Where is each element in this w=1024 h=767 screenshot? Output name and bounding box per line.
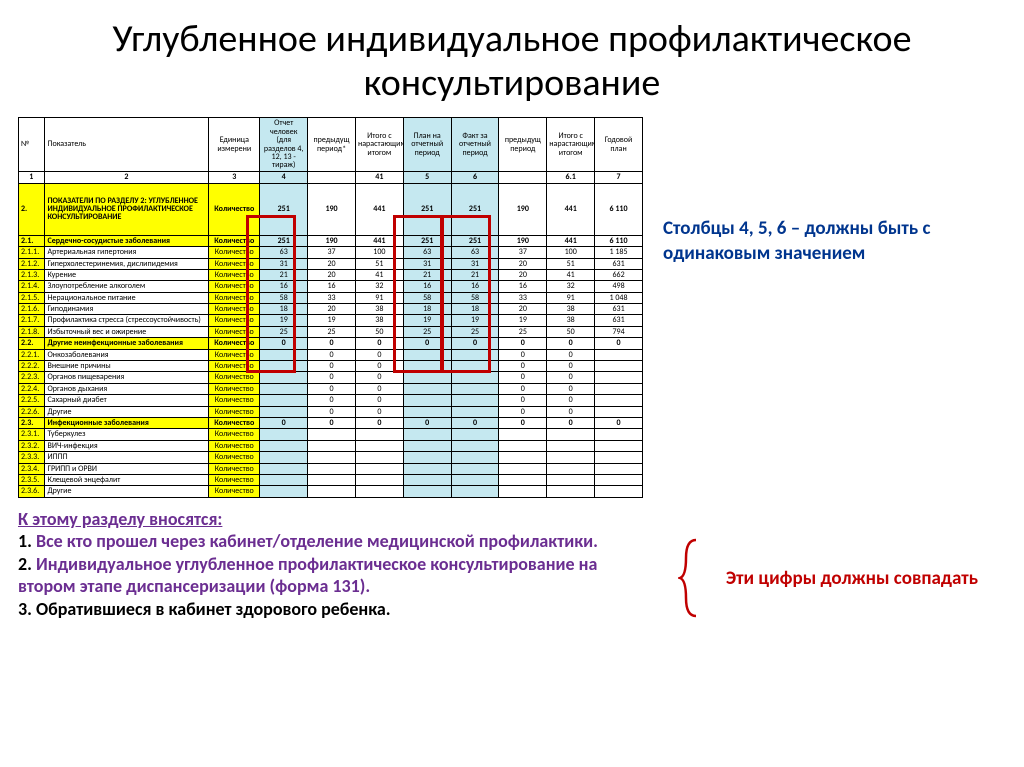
table-row: 2.2.6.ДругиеКоличество0000: [19, 406, 643, 417]
note-1: 1. Все кто прошел через кабинет/отделени…: [18, 530, 658, 553]
table-row: 2.1.4.Злоупотребление алкоголемКоличеств…: [19, 281, 643, 292]
table-row: 2.2.1.ОнкозаболеванияКоличество0000: [19, 349, 643, 360]
data-table: № Показатель Единица измерени Отчет чело…: [18, 117, 643, 497]
hdr-col41: Итого с нарастающим итогом: [355, 118, 403, 171]
hdr-col3: предыдущ период*: [308, 118, 356, 171]
hdr-col4: Отчет человек (для разделов 4, 12, 13 - …: [260, 118, 308, 171]
table-row: 2.3.4.ГРИПП и ОРВИКоличество: [19, 463, 643, 474]
table-row: 2.1.2.Гиперхолестеринемия, дислипидемияК…: [19, 258, 643, 269]
table-row: 2.2.5.Сахарный диабетКоличество0000: [19, 395, 643, 406]
table-row: 2.2.4.Органов дыханияКоличество0000: [19, 383, 643, 394]
row-2-2: 2.2. Другие неинфекционные заболевания К…: [19, 338, 643, 349]
note-2: 2. Индивидуальное углубленное профилакти…: [18, 553, 658, 598]
row-2-3: 2.3. Инфекционные заболевания Количество…: [19, 417, 643, 428]
table-row: 2.2.2.Внешние причиныКоличество0000: [19, 361, 643, 372]
hdr-col7: Годовой план: [595, 118, 643, 171]
right-note-text: Эти цифры должны совпадать: [726, 567, 978, 592]
table-row: 2.3.3.ИПППКоличество: [19, 452, 643, 463]
side-annotation: Столбцы 4, 5, 6 – должны быть с одинаков…: [663, 117, 1006, 266]
hdr-unit: Единица измерени: [209, 118, 260, 171]
hdr-col6: Факт за отчетный период: [451, 118, 499, 171]
main-content: № Показатель Единица измерени Отчет чело…: [0, 117, 1024, 497]
notes-block: К этому разделу вносятся: 1. Все кто про…: [18, 508, 658, 621]
hdr-col5: План на отчетный период: [403, 118, 451, 171]
hdr-col61: Итого с нарастающим итогом: [547, 118, 595, 171]
section-2: 2. ПОКАЗАТЕЛИ ПО РАЗДЕЛУ 2: УГЛУБЛЕННОЕ …: [19, 183, 643, 235]
notes-heading: К этому разделу вносятся:: [18, 508, 658, 531]
table-row: 2.3.2.ВИЧ-инфекцияКоличество: [19, 440, 643, 451]
number-row: 1 2 3 4 41 5 6 6.1 7: [19, 171, 643, 183]
hdr-indicator: Показатель: [44, 118, 209, 171]
table-row: 2.1.7.Профилактика стресса (стрессоустой…: [19, 315, 643, 326]
hdr-num: №: [19, 118, 45, 171]
header-row: № Показатель Единица измерени Отчет чело…: [19, 118, 643, 171]
table-row: 2.3.6.ДругиеКоличество: [19, 486, 643, 497]
table-row: 2.1.5.Нерациональное питаниеКоличество58…: [19, 292, 643, 303]
table-row: 2.1.3.КурениеКоличество21204121212041662: [19, 269, 643, 280]
row-2-1: 2.1. Сердечно-сосудистые заболевания Кол…: [19, 235, 643, 246]
note-3: 3. Обратившиеся в кабинет здорового ребе…: [18, 598, 658, 621]
bottom-section: К этому разделу вносятся: 1. Все кто про…: [0, 498, 1024, 621]
table-row: 2.1.6.ГиподинамияКоличество1820381818203…: [19, 304, 643, 315]
right-annotation: Эти цифры должны совпадать: [698, 508, 1006, 621]
side-note-text: Столбцы 4, 5, 6 – должны быть с одинаков…: [663, 217, 1006, 266]
page-title: Углубленное индивидуальное профилактичес…: [0, 0, 1024, 117]
brace-icon: [678, 538, 698, 618]
table-row: 2.3.1.ТуберкулезКоличество: [19, 429, 643, 440]
table-container: № Показатель Единица измерени Отчет чело…: [18, 117, 643, 497]
table-row: 2.2.3.Органов пищеваренияКоличество0000: [19, 372, 643, 383]
table-row: 2.3.5.Клещевой энцефалитКоличество: [19, 474, 643, 485]
hdr-col6a: предыдущ период: [499, 118, 547, 171]
table-row: 2.1.8.Избыточный вес и ожирениеКоличеств…: [19, 326, 643, 337]
table-row: 2.1.1.Артериальная гипертонияКоличество6…: [19, 247, 643, 258]
